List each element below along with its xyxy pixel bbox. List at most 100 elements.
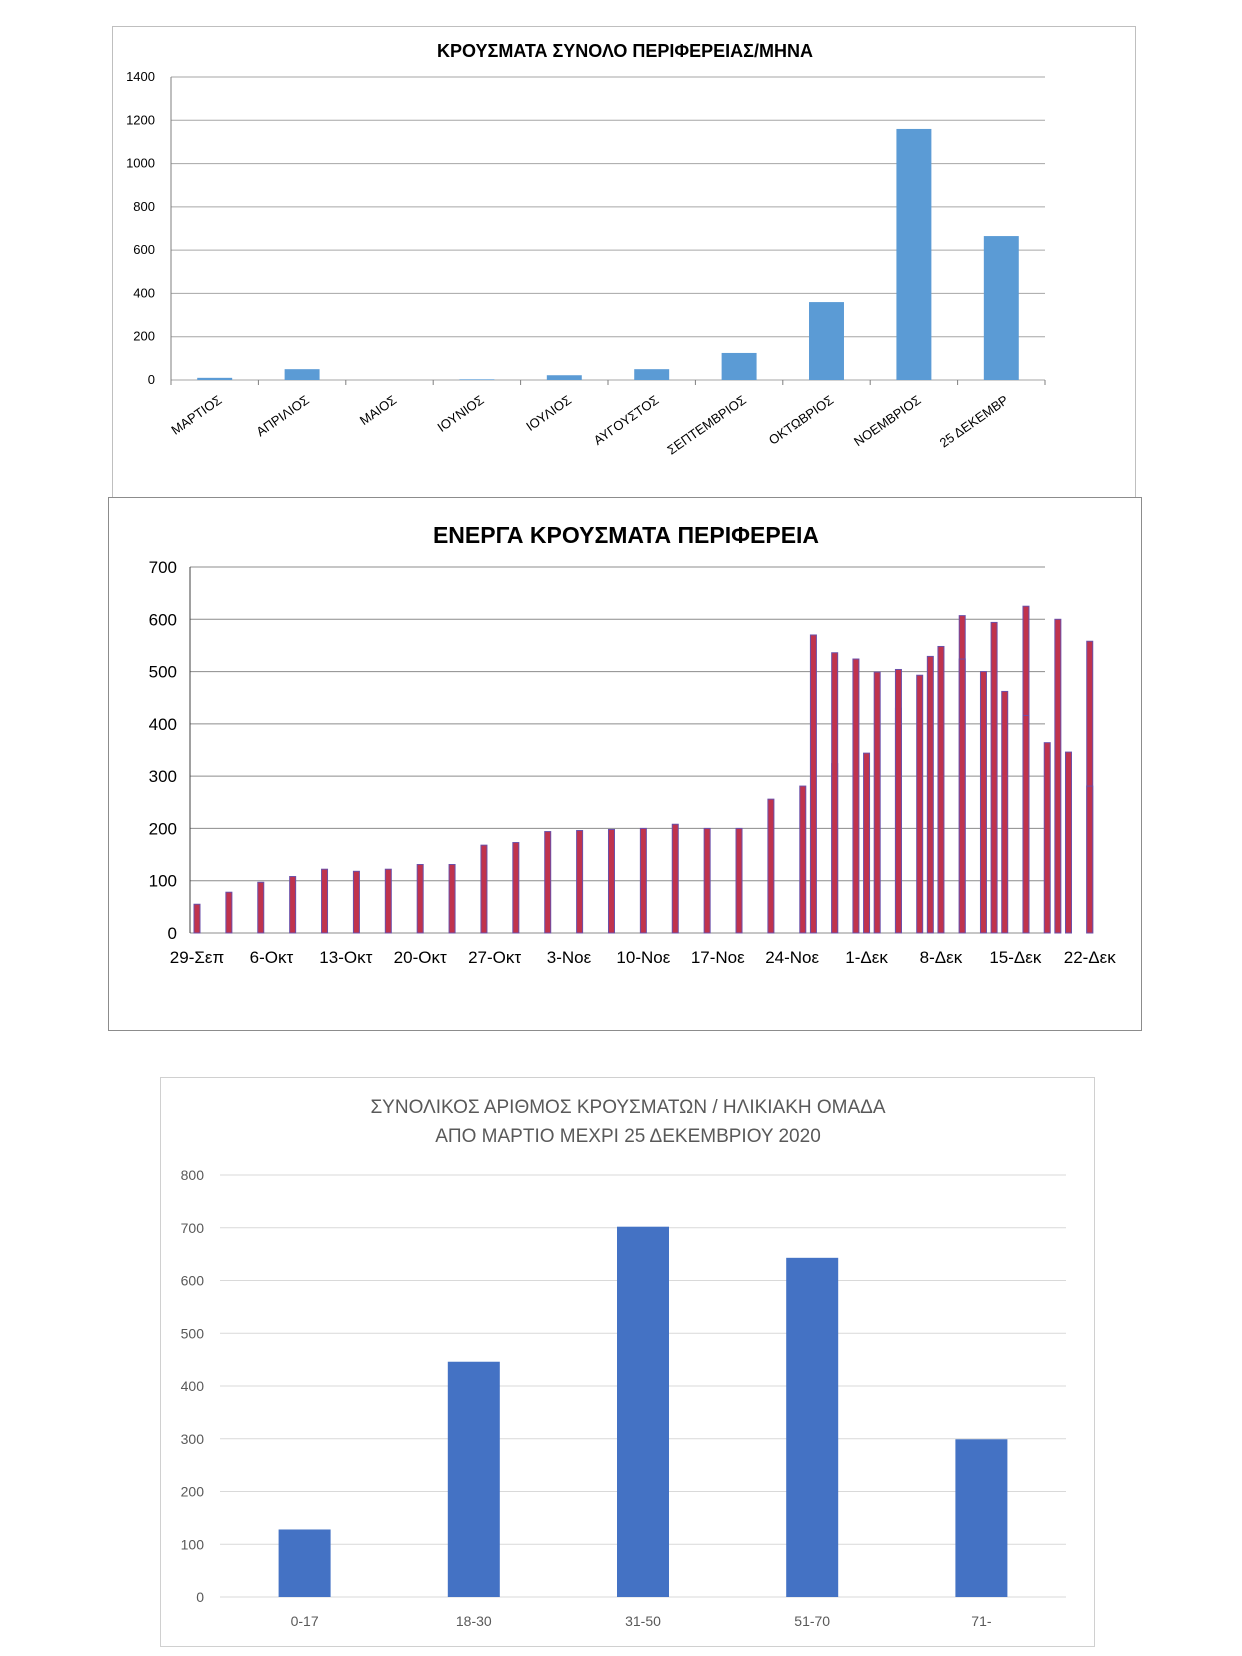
x-tick-label: 15-Δεκ <box>989 948 1042 967</box>
x-tick-label: ΙΟΥΝΙΟΣ <box>434 392 486 435</box>
bar <box>1064 751 1072 934</box>
bar <box>894 668 902 934</box>
bar <box>257 881 265 934</box>
x-tick-label: 10-Νοε <box>616 948 670 967</box>
y-tick-label: 700 <box>181 1220 205 1236</box>
bar <box>767 798 775 934</box>
bar <box>873 671 881 934</box>
x-tick-label: ΑΥΓΟΥΣΤΟΣ <box>591 392 662 448</box>
x-tick-label: 6-Οκτ <box>250 948 294 967</box>
y-tick-label: 200 <box>181 1484 205 1500</box>
bar <box>786 1257 839 1597</box>
bar <box>958 658 966 934</box>
y-tick-label: 300 <box>149 767 177 786</box>
age-group-chart-panel: ΣΥΝΟΛΙΚΟΣ ΑΡΙΘΜΟΣ ΚΡΟΥΣΜΑΤΩΝ / ΗΛΙΚΙΑΚΗ … <box>160 1077 1095 1647</box>
active-cases-chart-panel: ΕΝΕΡΓΑ ΚΡΟΥΣΜΑΤΑ ΠΕΡΙΦΕΡΕΙΑ 0 100 200 300 40… <box>108 497 1142 1031</box>
y-tick-label: 500 <box>149 663 177 682</box>
bar <box>617 1226 669 1597</box>
bar <box>671 823 679 934</box>
y-tick-label: 700 <box>149 558 177 577</box>
active-cases-chart: ΕΝΕΡΓΑ ΚΡΟΥΣΜΑΤΑ ΠΕΡΙΦΕΡΕΙΑ 0 100 200 300 40… <box>149 522 1117 967</box>
y-tick-label: 600 <box>149 610 177 629</box>
y-tick-label: 100 <box>149 872 177 891</box>
monthly-cases-chart: ΚΡΟΥΣΜΑΤΑ ΣΥΝΟΛΟ ΠΕΡΙΦΕΡΕΙΑΣ/ΜΗΝΑ 0 200 40… <box>126 41 1046 458</box>
bar <box>799 785 807 934</box>
bar <box>1022 714 1030 934</box>
y-tick-label: 400 <box>181 1378 205 1394</box>
bar <box>448 864 456 934</box>
bar <box>546 375 582 380</box>
x-tick-label: 17-Νοε <box>691 948 745 967</box>
bar <box>926 655 934 934</box>
x-tick-label: ΣΕΠΤΕΜΒΡΙΟΣ <box>664 392 748 457</box>
x-tick-label: 0-17 <box>291 1613 319 1629</box>
bar <box>735 827 743 934</box>
x-tick-label: ΝΟΕΜΒΡΙΟΣ <box>851 392 924 449</box>
y-tick-label: 1200 <box>126 112 155 127</box>
y-tick-label: 0 <box>168 924 177 943</box>
y-tick-label: 400 <box>149 715 177 734</box>
bar <box>459 379 495 380</box>
x-tick-label: 8-Δεκ <box>920 948 963 967</box>
bar <box>480 844 488 934</box>
bar <box>1043 742 1051 934</box>
bar <box>544 831 552 934</box>
bar <box>352 870 360 934</box>
y-tick-label: 200 <box>133 329 155 344</box>
y-tick-label: 500 <box>181 1325 205 1341</box>
age-group-chart-title: ΣΥΝΟΛΙΚΟΣ ΑΡΙΘΜΟΣ ΚΡΟΥΣΜΑΤΩΝ / ΗΛΙΚΙΑΚΗ … <box>370 1097 885 1118</box>
x-tick-label: 29-Σεπ <box>170 948 224 967</box>
bar <box>384 868 392 934</box>
monthly-cases-chart-panel: ΚΡΟΥΣΜΑΤΑ ΣΥΝΟΛΟ ΠΕΡΙΦΕΡΕΙΑΣ/ΜΗΝΑ 0 200 40… <box>112 26 1136 498</box>
bar <box>416 864 424 934</box>
y-tick-label: 800 <box>133 199 155 214</box>
y-tick-label: 1000 <box>126 156 155 171</box>
monthly-cases-chart-title: ΚΡΟΥΣΜΑΤΑ ΣΥΝΟΛΟ ΠΕΡΙΦΕΡΕΙΑΣ/ΜΗΝΑ <box>437 41 813 61</box>
x-tick-label: 25 ΔΕΚΕΜΒΡ <box>937 392 1011 450</box>
y-tick-label: 200 <box>149 819 177 838</box>
age-group-chart: ΣΥΝΟΛΙΚΟΣ ΑΡΙΘΜΟΣ ΚΡΟΥΣΜΑΤΩΝ / ΗΛΙΚΙΑΚΗ … <box>181 1097 1066 1629</box>
bar <box>193 903 201 934</box>
bar <box>225 891 233 934</box>
bar <box>937 645 945 934</box>
x-tick-label: 13-Οκτ <box>319 948 372 967</box>
bar <box>721 352 757 380</box>
bar <box>955 1439 1008 1597</box>
x-tick-label: 3-Νοε <box>547 948 592 967</box>
bar <box>916 674 924 934</box>
bar <box>284 369 320 380</box>
y-tick-label: 0 <box>148 372 155 387</box>
y-tick-label: 0 <box>196 1589 204 1605</box>
age-group-chart-subtitle: ΑΠΟ ΜΑΡΤΙΟ ΜΕΧΡΙ 25 ΔΕΚΕΜΒΡΙΟΥ 2020 <box>435 1126 821 1147</box>
y-tick-label: 600 <box>133 242 155 257</box>
x-tick-label: ΟΚΤΩΒΡΙΟΣ <box>766 392 836 447</box>
bar <box>979 671 987 934</box>
bar <box>197 377 233 380</box>
bar <box>703 827 711 934</box>
bar <box>990 621 998 934</box>
x-tick-label: ΙΟΥΛΙΟΣ <box>523 392 574 434</box>
x-tick-label: 24-Νοε <box>765 948 819 967</box>
bar <box>1001 690 1009 934</box>
bar <box>607 828 615 934</box>
y-tick-label: 600 <box>181 1273 205 1289</box>
y-tick-label: 1400 <box>126 69 155 84</box>
bar <box>1086 785 1094 934</box>
bar <box>634 369 670 380</box>
x-tick-label: 27-Οκτ <box>468 948 521 967</box>
bar <box>512 842 520 934</box>
bar <box>809 634 817 934</box>
x-tick-label: ΜΑΡΤΙΟΣ <box>168 392 224 437</box>
x-tick-label: 22-Δεκ <box>1064 948 1117 967</box>
bar <box>278 1529 331 1597</box>
bar <box>831 652 839 934</box>
x-tick-label: ΜΑΙΟΣ <box>357 392 399 428</box>
x-tick-label: 51-70 <box>794 1613 830 1629</box>
bar <box>896 128 932 380</box>
bar <box>1054 618 1062 934</box>
bar <box>321 868 329 934</box>
bar <box>983 236 1019 380</box>
bar <box>576 830 584 934</box>
bar <box>809 302 844 380</box>
x-tick-label: 31-50 <box>625 1613 661 1629</box>
